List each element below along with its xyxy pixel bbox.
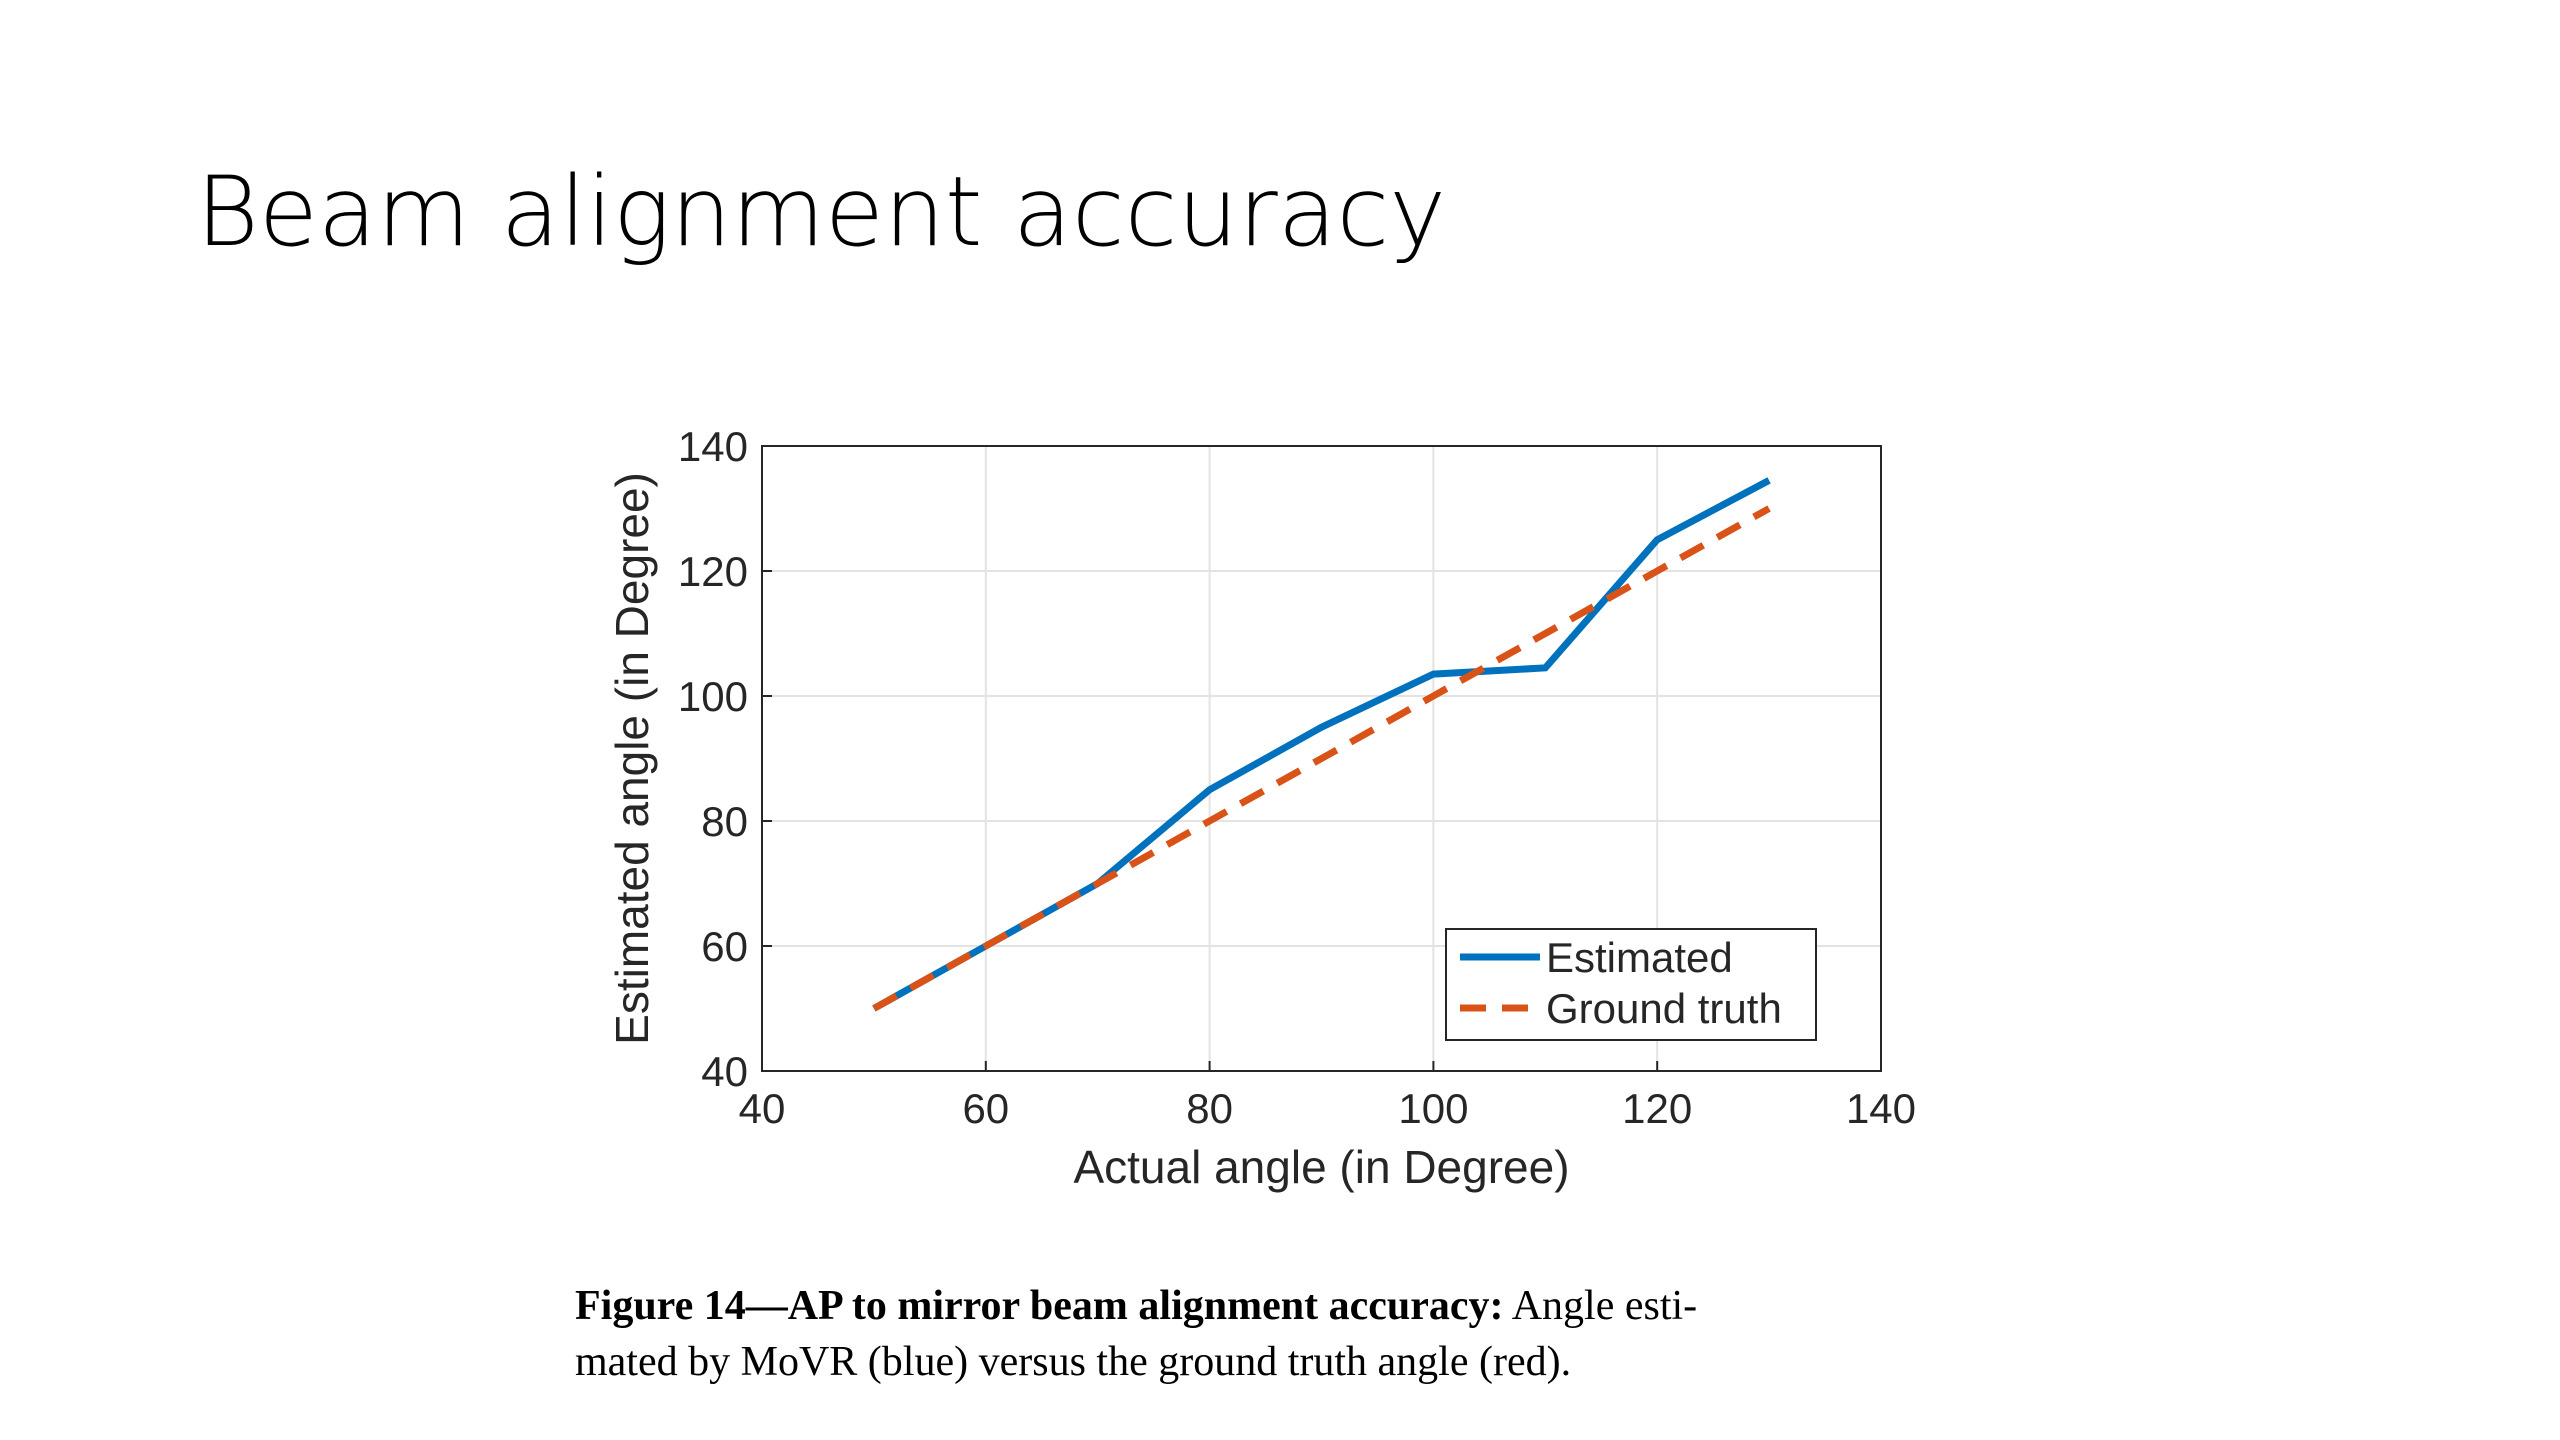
y-tick-label: 60 [701, 923, 748, 970]
caption-line: Figure 14—AP to mirror beam alignment ac… [575, 1282, 1697, 1330]
y-tick-label: 100 [678, 673, 748, 720]
x-tick-label: 120 [1622, 1085, 1692, 1132]
y-axis-label: Estimated angle (in Degree) [606, 472, 658, 1045]
caption-text: Angle esti- [1511, 1283, 1698, 1329]
legend-label: Ground truth [1546, 985, 1782, 1032]
x-tick-label: 80 [1186, 1085, 1233, 1132]
plot-frame [761, 445, 1882, 1072]
x-tick-label: 100 [1398, 1085, 1468, 1132]
x-axis-label: Actual angle (in Degree) [1073, 1141, 1569, 1193]
y-tick-label: 140 [678, 423, 748, 470]
x-tick-label: 60 [962, 1085, 1009, 1132]
slide-title: Beam alignment accuracy [196, 156, 1446, 268]
y-tick-label: 40 [701, 1048, 748, 1095]
series-line [872, 505, 1771, 1012]
legend-box [1445, 928, 1817, 1041]
y-tick-label: 120 [678, 548, 748, 595]
legend-label: Estimated [1546, 934, 1733, 981]
caption-bold: Figure 14—AP to mirror beam alignment ac… [575, 1283, 1504, 1329]
x-tick-label: 140 [1846, 1085, 1916, 1132]
x-tick-label: 40 [739, 1085, 786, 1132]
caption-line: mated by MoVR (blue) versus the ground t… [575, 1339, 1572, 1385]
y-tick-label: 80 [701, 798, 748, 845]
